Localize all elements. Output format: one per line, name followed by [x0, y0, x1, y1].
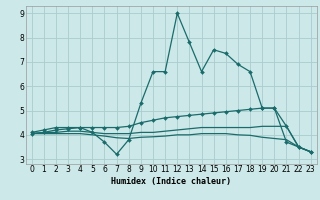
X-axis label: Humidex (Indice chaleur): Humidex (Indice chaleur) — [111, 177, 231, 186]
